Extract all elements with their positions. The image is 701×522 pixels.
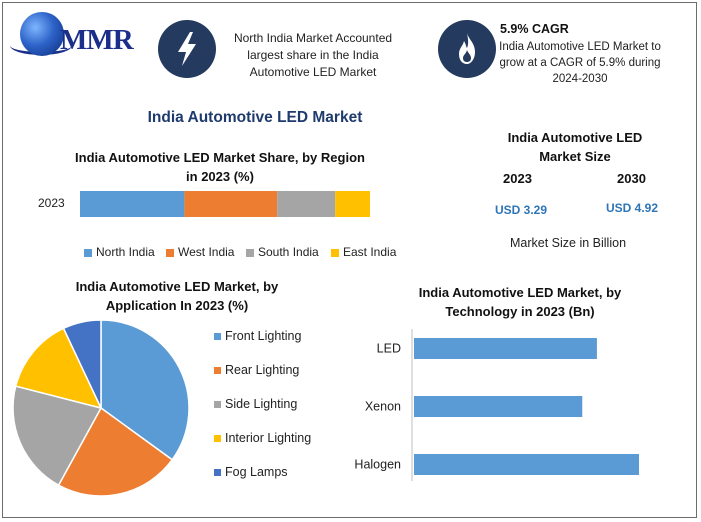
legend-swatch <box>166 248 174 257</box>
region-legend-south-india: South India <box>246 245 319 259</box>
pie-slice-side-lighting <box>12 385 103 487</box>
pie-slice-rear-lighting <box>57 406 174 497</box>
legend-swatch <box>214 469 221 477</box>
legend-label: Rear Lighting <box>225 363 300 377</box>
region-stacked-bar <box>80 191 370 217</box>
globe-icon <box>20 12 64 56</box>
legend-label: South India <box>258 245 319 259</box>
region-chart-title: India Automotive LED Market Share, by Re… <box>75 150 365 184</box>
lightning-icon <box>158 20 216 78</box>
application-chart-title: India Automotive LED Market, by Applicat… <box>75 279 279 313</box>
market-size-value-2023: USD 3.29 <box>495 203 548 217</box>
technology-bar-led <box>414 338 597 359</box>
application-pie-chart <box>12 319 190 497</box>
legend-swatch <box>214 435 221 443</box>
application-legend-front-lighting: Front Lighting <box>214 329 301 343</box>
legend-label: North India <box>96 245 155 259</box>
technology-bar-xenon <box>414 396 583 417</box>
application-legend-rear-lighting: Rear Lighting <box>214 363 299 377</box>
legend-swatch <box>214 367 221 375</box>
region-bar-south-india <box>277 191 336 217</box>
application-legend-side-lighting: Side Lighting <box>214 397 297 411</box>
region-bar-east-india <box>335 191 370 217</box>
region-legend-north-india: North India <box>84 245 155 259</box>
pie-slice-fog-lamps <box>62 319 102 409</box>
market-size-year-2023: 2023 <box>503 171 532 186</box>
legend-label: Fog Lamps <box>225 465 288 479</box>
technology-bar-halogen <box>414 454 639 475</box>
legend-swatch <box>84 248 92 257</box>
legend-swatch <box>246 248 254 257</box>
market-size-title: India Automotive LED Market Size <box>507 130 643 164</box>
technology-label-halogen: Halogen <box>354 458 401 472</box>
legend-label: Interior Lighting <box>225 431 312 445</box>
technology-label-xenon: Xenon <box>365 400 401 414</box>
application-legend-fog-lamps: Fog Lamps <box>214 465 288 479</box>
market-size-caption: Market Size in Billion <box>510 236 627 250</box>
technology-bar-chart: LED Xenon Halogen <box>354 329 639 481</box>
legend-label: Side Lighting <box>225 397 298 411</box>
cagr-title: 5.9% CAGR <box>500 22 569 36</box>
region-bar-category: 2023 <box>38 196 65 210</box>
region-bar-north-india <box>80 191 185 217</box>
application-legend-interior-lighting: Interior Lighting <box>214 431 311 445</box>
flame-icon <box>438 20 496 78</box>
legend-swatch <box>214 333 221 341</box>
logo-text: MMR <box>60 24 134 56</box>
technology-chart-title: India Automotive LED Market, by Technolo… <box>418 285 622 319</box>
cagr-text: India Automotive LED Market to grow at a… <box>499 41 661 85</box>
region-legend-east-india: East India <box>331 245 396 259</box>
market-size-year-2030: 2030 <box>617 171 646 186</box>
fact-north-india-text: North India Market Accounted largest sha… <box>233 31 393 79</box>
legend-swatch <box>214 401 221 409</box>
region-bar-west-india <box>184 191 278 217</box>
region-legend-west-india: West India <box>166 245 234 259</box>
legend-swatch <box>331 248 339 257</box>
pie-slice-interior-lighting <box>14 327 103 410</box>
market-size-value-2030: USD 4.92 <box>606 201 659 215</box>
pie-slice-front-lighting <box>100 319 190 461</box>
main-title: India Automotive LED Market <box>147 109 363 126</box>
legend-label: Front Lighting <box>225 329 302 343</box>
technology-label-led: LED <box>377 342 401 356</box>
legend-label: West India <box>178 245 235 259</box>
legend-label: East India <box>343 245 397 259</box>
